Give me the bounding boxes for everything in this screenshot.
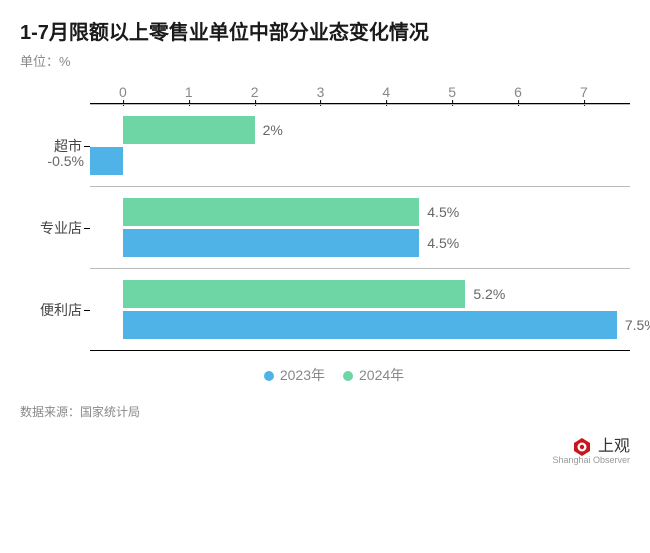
chart: 01234567 超市2%-0.5%专业店4.5%4.5%便利店5.2%7.5%…	[20, 84, 630, 385]
brand: 上观 Shanghai Observer	[20, 432, 630, 465]
brand-name: 上观	[598, 438, 630, 455]
bar	[123, 280, 465, 308]
bar-value-label: 5.2%	[473, 286, 505, 302]
legend-swatch	[264, 371, 274, 381]
x-tick: 5	[448, 84, 456, 100]
legend: 2023年 2024年	[20, 365, 630, 385]
bar-row: 5.2%	[90, 280, 630, 308]
category-group: 超市2%-0.5%	[90, 105, 630, 187]
source-label: 数据来源：国家统计局	[20, 403, 630, 420]
x-tick: 3	[317, 84, 325, 100]
bar-row: 4.5%	[90, 229, 630, 257]
bar-value-label: 4.5%	[427, 204, 459, 220]
bar-row: 2%	[90, 116, 630, 144]
legend-label: 2023年	[280, 367, 325, 383]
category-label: 便利店	[20, 300, 82, 320]
bar-row: 7.5%	[90, 311, 630, 339]
x-axis: 0 1 2 3 4 5 6 7	[90, 84, 630, 104]
bar-row: -0.5%	[90, 147, 630, 175]
bar	[123, 116, 255, 144]
category-group: 专业店4.5%4.5%	[90, 187, 630, 269]
bar	[123, 311, 617, 339]
bar	[123, 229, 419, 257]
x-tick: 4	[382, 84, 390, 100]
x-tick: 0	[119, 84, 127, 100]
category-group: 便利店5.2%7.5%	[90, 269, 630, 351]
bar	[90, 147, 123, 175]
x-tick: 7	[580, 84, 588, 100]
x-tick: 2	[251, 84, 259, 100]
brand-icon	[572, 437, 592, 457]
unit-label: 单位：%	[20, 51, 630, 70]
legend-swatch	[343, 371, 353, 381]
bar	[123, 198, 419, 226]
bar-value-label: 7.5%	[625, 317, 650, 333]
plot-area: 超市2%-0.5%专业店4.5%4.5%便利店5.2%7.5%	[90, 104, 630, 351]
bar-value-label: 2%	[263, 122, 283, 138]
legend-label: 2024年	[359, 367, 404, 383]
chart-title: 1-7月限额以上零售业单位中部分业态变化情况	[20, 16, 630, 45]
bar-row: 4.5%	[90, 198, 630, 226]
brand-en: Shanghai Observer	[20, 455, 630, 465]
x-tick: 6	[514, 84, 522, 100]
bar-value-label: -0.5%	[47, 153, 84, 169]
category-label: 专业店	[20, 218, 82, 238]
x-tick: 1	[185, 84, 193, 100]
bar-value-label: 4.5%	[427, 235, 459, 251]
